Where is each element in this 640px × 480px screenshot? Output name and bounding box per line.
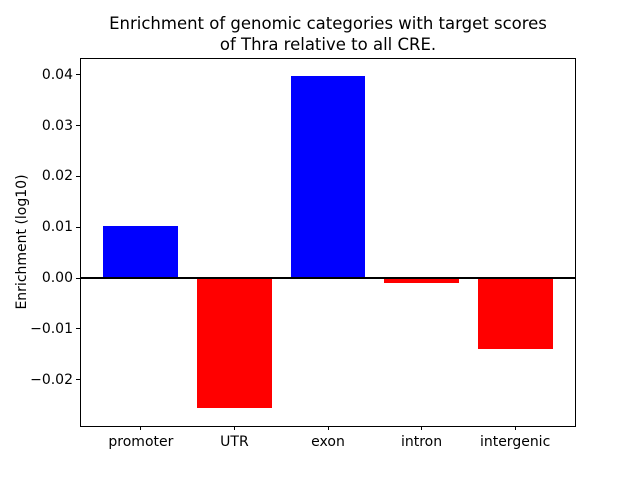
chart-title: Enrichment of genomic categories with ta…: [109, 14, 547, 54]
y-tick-label: −0.02: [30, 371, 73, 388]
y-axis-label: Enrichment (log10): [14, 174, 30, 310]
y-tick-label: 0.02: [41, 168, 73, 185]
y-tick-label: 0.03: [41, 117, 73, 134]
y-tick-mark: [76, 125, 80, 127]
bar-exon: [290, 75, 366, 279]
y-tick-label: −0.01: [30, 320, 73, 337]
y-tick-mark: [76, 277, 80, 279]
y-tick-mark: [76, 328, 80, 330]
x-tick-mark: [327, 426, 329, 430]
y-tick-label: 0.01: [41, 219, 73, 236]
x-tick-label-intergenic: intergenic: [479, 434, 551, 450]
y-tick-label: 0.00: [41, 270, 73, 287]
x-tick-label-UTR: UTR: [220, 434, 249, 450]
x-tick-mark: [233, 426, 235, 430]
bar-promoter: [103, 225, 179, 279]
y-tick-mark: [76, 175, 80, 177]
x-tick-mark: [421, 426, 423, 430]
bar-UTR: [197, 278, 272, 409]
bar-intron: [384, 278, 459, 284]
plot-area: 0.04 0.03 0.02 0.01 0.00 −0.01 −0.02 promoter UT…: [30, 58, 576, 450]
y-tick-mark: [76, 74, 80, 76]
x-tick-mark: [514, 426, 516, 430]
zero-line: [81, 276, 575, 280]
bar-intergenic: [477, 278, 553, 349]
x-tick-label-promoter: promoter: [108, 434, 174, 450]
x-tick-label-exon: exon: [311, 434, 345, 450]
y-tick-label: 0.04: [41, 66, 73, 83]
y-tick-mark: [76, 379, 80, 381]
x-tick-label-intron: intron: [400, 434, 443, 450]
y-tick-mark: [76, 226, 80, 228]
x-tick-mark: [140, 426, 142, 430]
